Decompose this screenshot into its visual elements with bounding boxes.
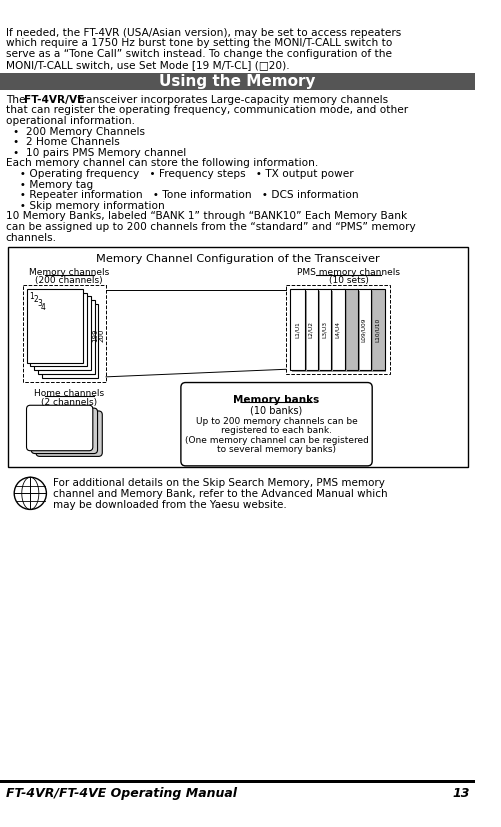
Text: that can register the operating frequency, communication mode, and other: that can register the operating frequenc… [6, 105, 407, 116]
Text: (200 channels): (200 channels) [35, 276, 103, 285]
Bar [304, 290, 320, 372]
Text: The: The [6, 95, 29, 105]
Text: Home channels: Home channels [34, 390, 104, 398]
Bar [0, 73, 474, 90]
Text: Each memory channel can store the following information.: Each memory channel can store the follow… [6, 159, 317, 169]
Bar [30, 293, 87, 366]
Bar [331, 290, 346, 372]
FancyBboxPatch shape [180, 383, 371, 466]
Text: which require a 1750 Hz burst tone by setting the MONI/T-CALL switch to: which require a 1750 Hz burst tone by se… [6, 39, 391, 49]
Text: L09/U09: L09/U09 [360, 318, 365, 342]
Text: 199: 199 [93, 328, 99, 342]
Text: Memory banks: Memory banks [233, 394, 319, 405]
Text: Up to 200 memory channels can be: Up to 200 memory channels can be [195, 417, 357, 426]
Bar [369, 289, 384, 370]
Text: • Repeater information   • Tone information   • DCS information: • Repeater information • Tone informatio… [13, 190, 358, 200]
Bar [289, 289, 304, 370]
Text: 2: 2 [33, 295, 38, 304]
Bar [316, 289, 331, 370]
Text: 13: 13 [451, 787, 469, 800]
Bar [355, 289, 371, 370]
Bar [8, 247, 467, 466]
Bar [42, 304, 98, 378]
Bar [371, 290, 386, 372]
Text: L4/U4: L4/U4 [334, 321, 339, 338]
Text: (10 sets): (10 sets) [328, 276, 368, 285]
Text: 3: 3 [37, 299, 42, 308]
Bar [357, 290, 372, 372]
Text: 1: 1 [29, 292, 34, 300]
Text: FT-4VR/FT-4VE Operating Manual: FT-4VR/FT-4VE Operating Manual [6, 787, 236, 800]
Bar [329, 289, 344, 370]
Text: If needed, the FT-4VR (USA/Asian version), may be set to access repeaters: If needed, the FT-4VR (USA/Asian version… [6, 27, 400, 37]
Bar [23, 285, 106, 381]
Text: MONI/T-CALL switch, use Set Mode [19 M/T-CL] (□20).: MONI/T-CALL switch, use Set Mode [19 M/T… [6, 60, 289, 70]
Text: Using the Memory: Using the Memory [159, 74, 315, 89]
Text: L3/U3: L3/U3 [321, 321, 326, 338]
Text: L2/U2: L2/U2 [308, 321, 313, 338]
Text: may be downloaded from the Yaesu website.: may be downloaded from the Yaesu website… [53, 500, 286, 510]
Text: (2 channels): (2 channels) [41, 398, 97, 407]
Text: transceiver incorporates Large-capacity memory channels: transceiver incorporates Large-capacity … [74, 95, 387, 105]
Text: channel and Memory Bank, refer to the Advanced Manual which: channel and Memory Bank, refer to the Ad… [53, 489, 387, 499]
Text: Memory Channel Configuration of the Transceiver: Memory Channel Configuration of the Tran… [96, 254, 379, 264]
Text: (One memory channel can be registered: (One memory channel can be registered [184, 436, 368, 445]
Text: FT-4VR/VE: FT-4VR/VE [24, 95, 84, 105]
Text: can be assigned up to 200 channels from the “standard” and “PMS” memory: can be assigned up to 200 channels from … [6, 222, 415, 232]
Text: serve as a “Tone Call” switch instead. To change the configuration of the: serve as a “Tone Call” switch instead. T… [6, 50, 391, 60]
Text: • Memory tag: • Memory tag [13, 179, 93, 189]
Text: operational information.: operational information. [6, 116, 134, 126]
Text: • Operating frequency   • Frequency steps   • TX output power: • Operating frequency • Frequency steps … [13, 169, 353, 179]
Bar [318, 290, 333, 372]
Text: 200: 200 [98, 328, 104, 342]
Text: channels.: channels. [6, 232, 57, 242]
Bar [303, 289, 318, 370]
FancyBboxPatch shape [27, 405, 93, 451]
Text: registered to each bank.: registered to each bank. [220, 426, 331, 435]
Bar [291, 290, 306, 372]
Text: Memory channels: Memory channels [29, 268, 109, 277]
Bar [342, 289, 357, 370]
FancyBboxPatch shape [36, 411, 102, 457]
Text: 10 Memory Banks, labeled “BANK 1” through “BANK10” Each Memory Bank: 10 Memory Banks, labeled “BANK 1” throug… [6, 212, 406, 222]
Bar [344, 290, 359, 372]
Bar [0, 780, 474, 783]
FancyBboxPatch shape [31, 408, 97, 453]
Text: L1/U1: L1/U1 [294, 321, 299, 338]
Text: PMS memory channels: PMS memory channels [297, 268, 399, 277]
Text: L10/U10: L10/U10 [374, 318, 379, 342]
Text: (10 banks): (10 banks) [250, 405, 302, 415]
Text: •  10 pairs PMS Memory channel: • 10 pairs PMS Memory channel [13, 148, 186, 158]
Text: 4: 4 [41, 303, 46, 312]
Text: •  200 Memory Channels: • 200 Memory Channels [13, 127, 145, 136]
Bar [34, 296, 91, 370]
Bar [286, 285, 389, 374]
Text: • Skip memory information: • Skip memory information [13, 201, 165, 211]
Text: •  2 Home Channels: • 2 Home Channels [13, 137, 120, 147]
Bar [27, 289, 83, 363]
Bar [38, 300, 95, 374]
Text: to several memory banks): to several memory banks) [216, 445, 335, 454]
Text: For additional details on the Skip Search Memory, PMS memory: For additional details on the Skip Searc… [53, 478, 384, 488]
